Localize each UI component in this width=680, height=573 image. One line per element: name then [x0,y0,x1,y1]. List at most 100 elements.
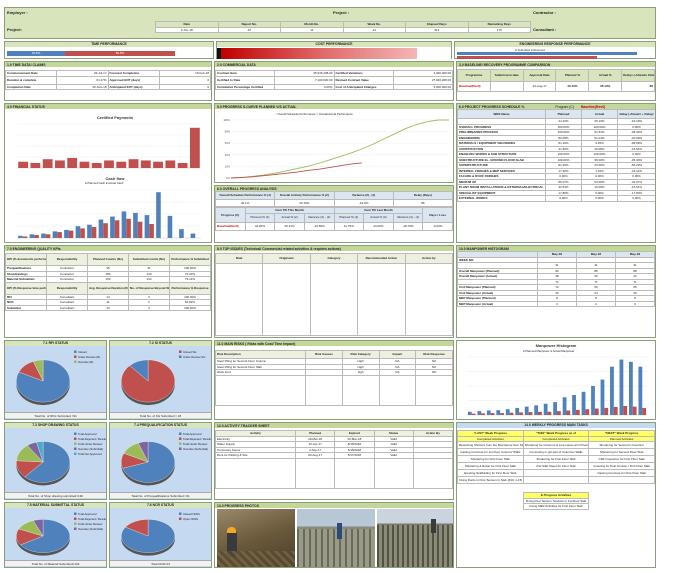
hist-bar [562,397,567,415]
prog-baseline: Baseline(Rev0) [215,221,246,231]
ti-col-date: Date [215,253,264,264]
pie-box: 7.3 SHOP DRAWING STATUS Total Approved Tot… [4,422,107,500]
tr-col-action-by: Action By [412,430,453,437]
pie-legend-label: Closed SIs [183,350,197,354]
prog-planned-1: 44.90% [244,221,276,231]
hist-bar [500,413,504,415]
hist-bar [496,410,501,415]
financial-title: 4.0 FINANCIAL STATUS [5,104,211,109]
ti-col-action: Recommended Action [357,253,406,264]
prog-actual-1: 25.31% [274,221,305,231]
pie-legend-label: Overdue (Submittal) [78,527,103,531]
wbs-row: 44.10% 25.19% -19.19% [457,118,655,125]
wbs-table: WBS Name Planned Actual Delay (-Ahead / … [457,109,655,202]
cash-flow-title: Cash flow [105,176,125,181]
weekly-task: Casting Concrete for 1st Floor Column/ W… [457,448,524,456]
pie-legend-swatch [178,355,182,358]
weekly-task [522,469,590,477]
hist-bar [642,407,647,415]
cash-bar [29,234,35,238]
ti-col-originator: Originator [262,253,311,264]
hist-bar [619,359,624,415]
wbs-program-label: Program (C) [555,104,574,109]
eng-performance-title: ENGINEERING RESPONSE PERFORMANCE [455,42,655,47]
risk-row: Steel Piling for Second Floor Column High… [215,358,453,365]
hist-bar [538,411,542,415]
cash-legend: ■ Planned Cash ■ Actual Cash [85,181,124,185]
certified-payments-chart [17,123,201,169]
ti-col-category: Category [309,253,359,264]
weekly-task: Grouting for Post Tension / Fish Floor S… [588,462,655,470]
wbs-row-cell: 0.00% [581,195,618,202]
wbs-section: 6.0 PROJECT PROGRESS SCHEDULE % Program … [456,103,656,243]
top-issues-section: 8.0 TOP ISSUES (Technical/ Commercial re… [214,245,454,338]
kpi2-row: Submittal Consultant 13 3 100.00% [5,304,211,311]
certified-payments-title: Certified Payments [96,115,134,120]
risk-col-causes: Risk Causes [305,350,343,359]
manpower-row: Civil Manpower (Actual) 26 24 20 [457,289,655,296]
kpi-col-planned: Planned Counts (No) [87,253,129,266]
kpi2-row-cell: 3 [128,304,170,311]
manpower-row-cell: 3 [537,300,577,307]
prog-variance-2: -18.79% [392,221,424,231]
tracker-row: Water Supply 10-Apr-17 5/15/2018 Valid [215,441,453,448]
manpower-row-cell [615,256,655,263]
cost-bar-rest [417,48,451,59]
wbs-col-planned: Planned [545,109,582,119]
baseline-title: 3.0 BASELINE/ RECOVERY PROGRAMME COMPARI… [457,62,655,67]
cash-bar [114,220,120,238]
pie-total: Total No. of Shop drawing submitted=130 [5,492,106,498]
cert-bar [67,157,78,168]
weekly-task: Shuttering for Second C level Ext [588,441,655,449]
overall-progress-table: Overall Schedule Performance % (1) Overa… [215,191,453,207]
tracker-row: Temporary Fence 3-Sep-17 5/15/2018 Valid [215,446,453,453]
pie-legend-label: Total Rejected / Resubmit [78,437,107,441]
photos-section: 13.0 PROGRESS PHOTOS [214,502,454,568]
tracker-row-cell [412,441,453,448]
wbs-row-cell: -19.19% [617,118,655,125]
duration-value: 64.17% [56,75,109,85]
pie-row-1: 7.1 RFI STATUS Closed Under Review (R) Over… [4,340,212,420]
time-bar-b: 59.8% [65,51,175,56]
pie-box: 7.2 SI STATUS Closed SIs Under Review SIs T… [109,340,212,420]
kpi2-row: NCR Consultant 11 2 81.82% [5,299,211,306]
cash-legend-planned: Planned Cash [87,181,106,185]
hist-bar [486,410,491,415]
pie-legend-label: Total Not Approved [78,452,102,456]
tracker-row-cell [412,435,453,442]
pie-legend-label: Closed NCRs [183,512,201,516]
bl-col-submission: Submission date [489,69,524,82]
weekly-task: Casting Concrete for First Floor Slab [588,469,655,477]
eng-bar-submitted [457,52,637,55]
kpi2-row: RFI Consultant 14 3 100.00% [5,293,211,300]
anticipated-changes-label: Cost of Anticipated Changes [333,83,394,90]
wbs-row-cell: PLANT ROOM INSTALLATIONS & EXTERNAL/ELEC… [457,184,546,191]
kpi-col-submitted: Submitted counts (No) [128,253,170,266]
kpi2-col-perf: Performance % Response [169,281,211,295]
pie-slice [129,359,149,382]
commercial-section: 2.0 COMMERCIAL DATA Contract Sum 25,946,2… [214,61,454,101]
cost-performance-title: COST PERFORMANCE [217,42,451,47]
pie-legend-label: Total Approved [78,432,97,436]
scurve-tick: 80% [225,130,231,134]
commercial-table: Contract Sum 25,946,208.00 Certified Varia… [215,70,453,90]
op-schedule: 46.1% [215,199,276,207]
pie-box: 7.6 NCR STATUS Closed NCRs Open NCRs Total … [109,502,212,568]
bl-programme: Baseline(Rev0) [457,81,491,92]
manpower-row: MEP Manpower (Actual) 3 4 3 [457,300,655,307]
cash-bar [121,211,127,238]
tracker-section: 12.0 ACTIVITY TRACKER SHEET Activity Pla… [214,422,454,500]
hist-bar [490,413,495,415]
inprogress-item-2: Fixing MEP Activities for First Floor Sl… [523,503,589,510]
scurve-actual-line [230,162,362,179]
kpi2-row-cell: 100.00% [169,293,211,300]
pie-legend-swatch [73,512,77,515]
revised-contract-value: 27,946,208.00 [392,75,453,85]
weekly-task: Fixing Ducts in Post Tension In Slab (#1… [457,476,524,484]
pie-title: 7.5 MATERIAL SUBMITTAL STATUS [5,503,106,508]
kpi2-row-cell: 100.00% [169,304,211,311]
time-performance: TIME PERFORMANCE 33.5% 59.8% [4,41,214,59]
risk-col-response: Risk Response [415,350,453,359]
op-col-variance: Variance (2) - (1) [333,191,394,200]
kpi2-col-avg: Avg. Response Duration (Days) [87,281,129,295]
